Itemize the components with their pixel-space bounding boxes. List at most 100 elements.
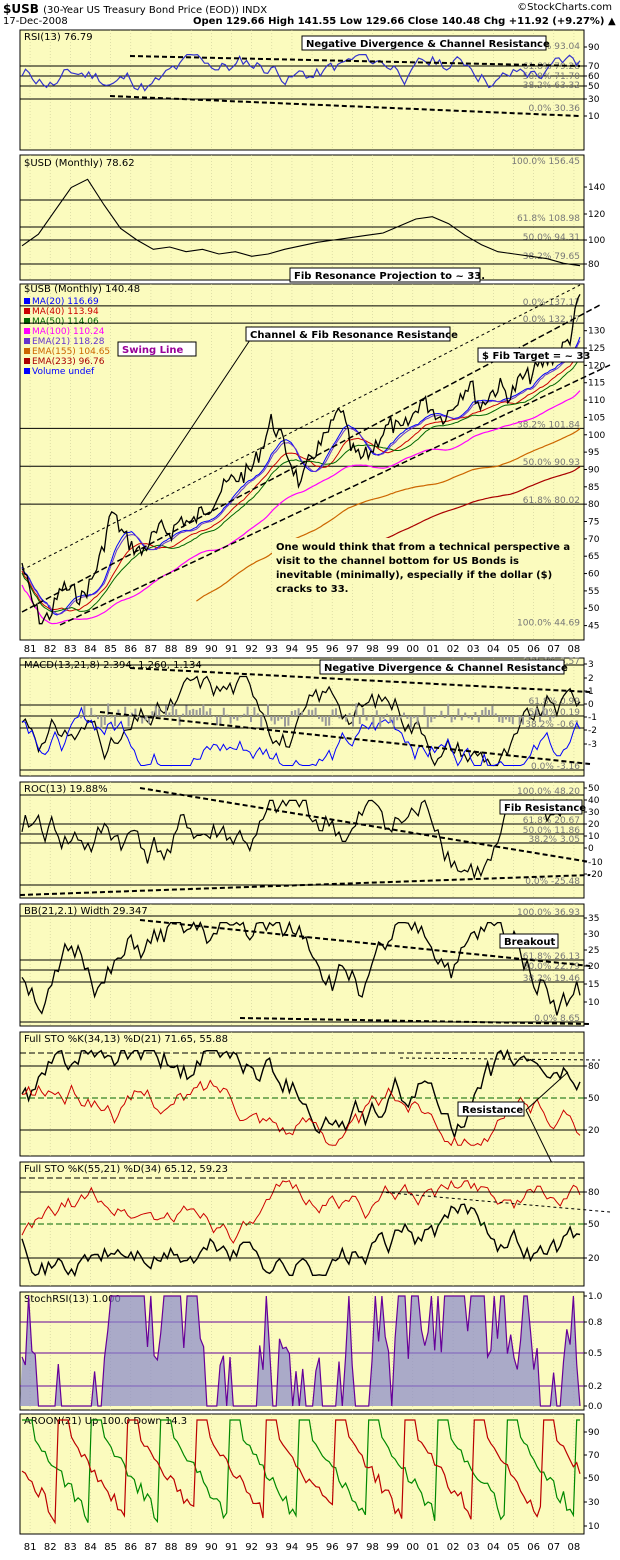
annotation-text: Fib Resistance (504, 803, 586, 814)
x-tick-label: 81 (24, 1542, 37, 1553)
y-tick-label: 0 (588, 700, 594, 710)
macd-histogram-bar (460, 716, 463, 721)
sto55-resistance-line (379, 1191, 611, 1213)
symbol: $USB (3, 2, 39, 16)
macd-histogram-bar (423, 706, 426, 716)
y-tick-label: 10 (588, 112, 600, 122)
x-tick-label: 82 (44, 1542, 57, 1553)
macd-histogram-bar (511, 716, 514, 725)
macd-histogram-bar (290, 710, 293, 716)
macd-histogram-bar (505, 716, 507, 720)
macd-histogram-bar (352, 716, 354, 727)
y-tick-label: 95 (588, 448, 599, 458)
chart-title: $USB (30-Year US Treasury Bond Price (EO… (3, 2, 267, 16)
ohlc-readout: Open 129.66 High 141.55 Low 129.66 Close… (193, 16, 616, 27)
ma50-line (21, 358, 581, 613)
roc-line (21, 798, 581, 880)
macd-histogram-bar (522, 716, 524, 725)
panel-4-background (19, 781, 585, 899)
y-tick-label: 50 (588, 1094, 600, 1104)
fib-label: 38.2% 3.05 (529, 835, 581, 845)
y-tick-label: 0.8 (588, 1318, 603, 1328)
y-tick-label: 15 (588, 980, 599, 990)
x-tick-label: 85 (104, 644, 117, 655)
macd-histogram-bar (437, 715, 439, 716)
y-tick-label: 2 (588, 674, 594, 684)
macd-histogram-bar (369, 714, 371, 716)
commentary-line: visit to the channel bottom for US Bonds… (276, 556, 519, 567)
panel-5-title: BB(21,2.1) Width 29.347 (24, 906, 148, 917)
macd-histogram-bar (80, 716, 82, 719)
macd-histogram-bar (267, 704, 269, 716)
x-tick-label: 03 (467, 1542, 480, 1553)
y-tick-label: 105 (588, 413, 605, 423)
x-tick-label: 00 (406, 1542, 419, 1553)
y-tick-label: 50 (588, 1220, 600, 1230)
aroon-down-line (21, 1419, 581, 1525)
x-tick-label: 84 (84, 1542, 97, 1553)
macd-histogram-bar (450, 716, 453, 723)
y-tick-label: 10 (588, 998, 600, 1008)
x-tick-label: 90 (205, 644, 218, 655)
annotation-box: Swing Line (117, 341, 197, 357)
bb-width-line (21, 920, 581, 1016)
macd-histogram-bar (229, 716, 232, 724)
y-tick-label: 50 (588, 784, 600, 794)
macd-histogram-bar (216, 716, 218, 726)
x-tick-label: 98 (366, 1542, 379, 1553)
x-tick-label: 01 (427, 644, 440, 655)
x-tick-label: 99 (386, 1542, 399, 1553)
macd-histogram-bar (141, 716, 144, 724)
macd-histogram-bar (185, 705, 188, 716)
x-tick-label: 86 (124, 1542, 137, 1553)
annotation-text: Fib Resonance Projection to ~ 33. (294, 271, 485, 282)
y-tick-label: 1 (588, 687, 594, 697)
fib-label: 0.0% 132.17 (523, 315, 580, 325)
macd-histogram-bar (151, 711, 154, 716)
macd-histogram-bar (212, 716, 215, 717)
macd-resistance-line (129, 667, 591, 693)
stochrsi-line (21, 1295, 581, 1407)
ma100-line (21, 390, 581, 625)
x-tick-label: 91 (225, 644, 238, 655)
macd-histogram-bar (243, 713, 246, 716)
macd-histogram-bar (93, 714, 96, 716)
panel-4-title: ROC(13) 19.88% (24, 784, 108, 795)
fib-label: 38.2% 19.46 (523, 974, 580, 984)
macd-histogram-bar (341, 714, 344, 716)
macd-signal-line (21, 706, 581, 767)
macd-histogram-bar (260, 716, 263, 727)
x-tick-label: 07 (547, 644, 560, 655)
y-tick-label: 50 (588, 604, 600, 614)
annotation-text: Breakout (504, 937, 555, 948)
macd-histogram-bar (246, 706, 249, 716)
macd-histogram-bar (277, 716, 280, 721)
y-tick-label: 115 (588, 379, 605, 389)
macd-histogram-bar (137, 716, 140, 718)
y-tick-label: 85 (588, 483, 599, 493)
macd-histogram-bar (389, 716, 392, 723)
commentary-line: One would think that from a technical pe… (276, 542, 570, 553)
annotation-frame (477, 347, 585, 363)
legend-swatch (24, 338, 30, 344)
macd-histogram-bar (107, 703, 110, 716)
macd-histogram-bar (131, 712, 133, 716)
x-tick-label: 93 (265, 1542, 278, 1553)
x-tick-label: 07 (547, 1542, 560, 1553)
macd-histogram-bar (168, 712, 171, 716)
macd-histogram-bar (280, 716, 283, 720)
macd-histogram-bar (209, 708, 212, 716)
y-tick-label: 20 (588, 1254, 600, 1264)
x-tick-label: 96 (326, 1542, 339, 1553)
macd-histogram-bar (552, 716, 555, 718)
legend-swatch (24, 368, 30, 374)
macd-histogram-bar (236, 716, 239, 721)
x-tick-label: 82 (44, 644, 57, 655)
y-tick-label: 80 (588, 500, 600, 510)
macd-histogram-bar (430, 716, 433, 723)
macd-histogram-bar (307, 709, 310, 716)
annotation-text: Channel & Fib Resonance Resistance (250, 330, 458, 341)
y-tick-label: 50 (588, 1474, 600, 1484)
macd-histogram-bar (311, 710, 314, 716)
macd-histogram-bar (284, 716, 286, 727)
